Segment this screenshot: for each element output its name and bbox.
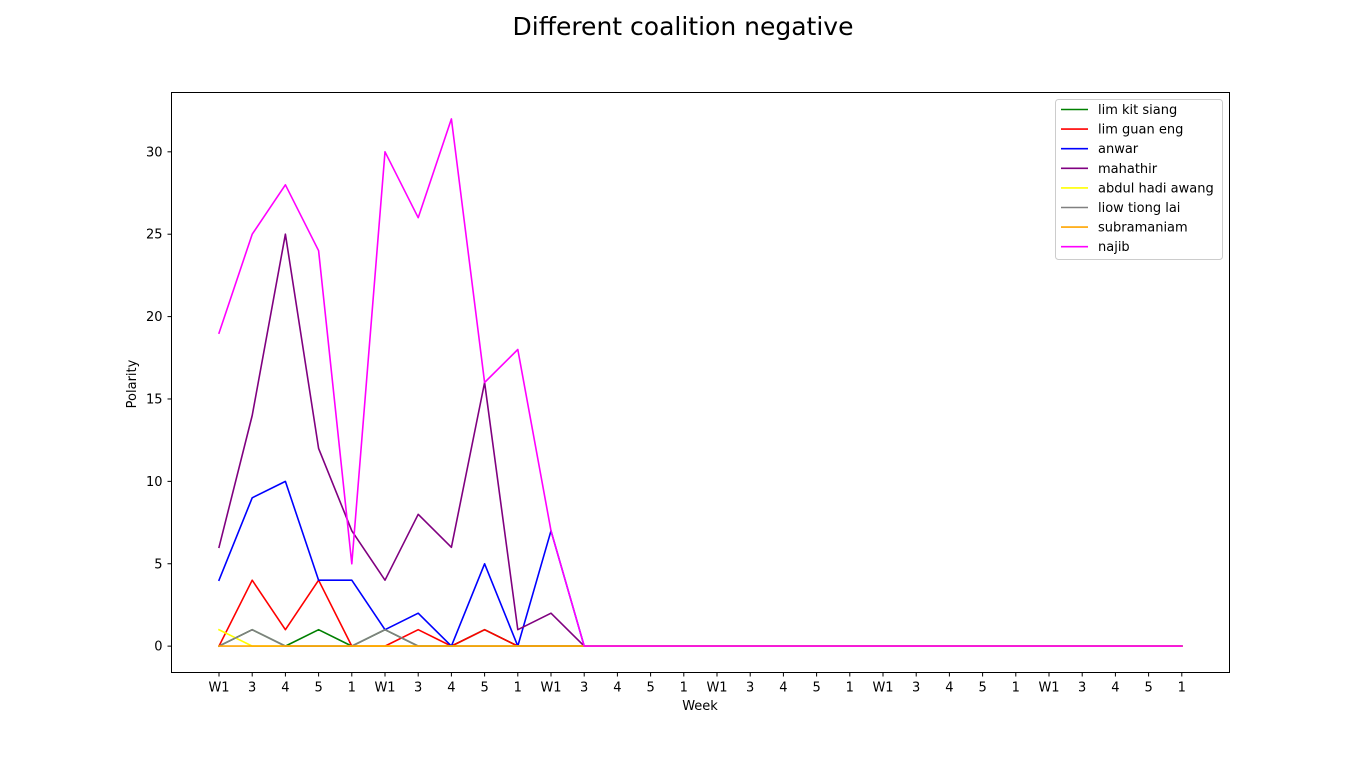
x-tick-label: 1	[1012, 681, 1020, 696]
x-tick-label: 4	[945, 681, 953, 696]
legend-label-6: subramaniam	[1098, 221, 1188, 236]
y-axis-label: Polarity	[125, 359, 140, 408]
x-tick-label: 3	[912, 681, 920, 696]
series-layer	[217, 118, 1183, 648]
legend-label-1: lim guan eng	[1098, 123, 1183, 138]
legend-label-4: abdul hadi awang	[1098, 181, 1214, 196]
y-tick-label: 25	[146, 228, 163, 243]
chart-title: Different coalition negative	[513, 12, 854, 41]
x-tick-label: 5	[812, 681, 820, 696]
x-tick-label: W1	[374, 681, 395, 696]
y-tick-label: 0	[154, 640, 162, 655]
x-tick-label: W1	[208, 681, 229, 696]
plot-frame	[171, 92, 1230, 673]
legend-label-2: anwar	[1098, 142, 1139, 157]
x-tick-label: 3	[414, 681, 422, 696]
legend: lim kit siang lim guan eng anwar mahathir ab…	[1055, 99, 1223, 260]
x-tick-label: W1	[540, 681, 561, 696]
x-tick-label: 5	[314, 681, 322, 696]
x-tick-label: W1	[706, 681, 727, 696]
legend-label-5: liow tiong lai	[1098, 201, 1180, 216]
x-tick-label: 5	[646, 681, 654, 696]
y-tick-label: 20	[146, 310, 163, 325]
y-tick-label: 15	[146, 392, 163, 407]
x-tick-label: 5	[978, 681, 986, 696]
x-tick-label: 4	[613, 681, 621, 696]
x-tick-label: 3	[580, 681, 588, 696]
x-tick-label: 1	[1178, 681, 1186, 696]
y-tick-label: 5	[154, 557, 162, 572]
x-tick-label: 3	[746, 681, 754, 696]
y-axis-ticks: 0 5 10 15 20 25 30	[146, 145, 172, 655]
x-tick-label: W1	[872, 681, 893, 696]
x-tick-label: 4	[779, 681, 787, 696]
legend-items: lim kit siang lim guan eng anwar mahathir ab…	[1061, 103, 1214, 255]
legend-box	[1055, 99, 1223, 260]
x-tick-label: 4	[1111, 681, 1119, 696]
x-tick-label: 1	[514, 681, 522, 696]
x-tick-label: 4	[281, 681, 289, 696]
x-tick-label: W1	[1038, 681, 1059, 696]
y-tick-label: 30	[146, 145, 163, 160]
x-tick-label: 1	[680, 681, 688, 696]
series-line-7	[217, 118, 1183, 647]
x-tick-label: 5	[480, 681, 488, 696]
x-tick-label: 1	[348, 681, 356, 696]
x-tick-label: 5	[1144, 681, 1152, 696]
x-tick-label: 4	[447, 681, 455, 696]
plot-area	[171, 92, 1230, 673]
x-tick-label: 1	[846, 681, 854, 696]
y-tick-label: 10	[146, 475, 163, 490]
x-tick-label: 3	[248, 681, 256, 696]
x-tick-label: 3	[1078, 681, 1086, 696]
legend-label-7: najib	[1098, 240, 1130, 255]
legend-label-3: mahathir	[1098, 162, 1158, 177]
x-axis-ticks: W1 3 4 5 1 W1 3 4 5 1 W1 3 4 5 1 W1 3 4 5 1 W1 3 4 5 1 W1 3 4 5 1	[208, 672, 1186, 696]
x-axis-label: Week	[682, 699, 718, 714]
legend-label-0: lim kit siang	[1098, 103, 1177, 118]
